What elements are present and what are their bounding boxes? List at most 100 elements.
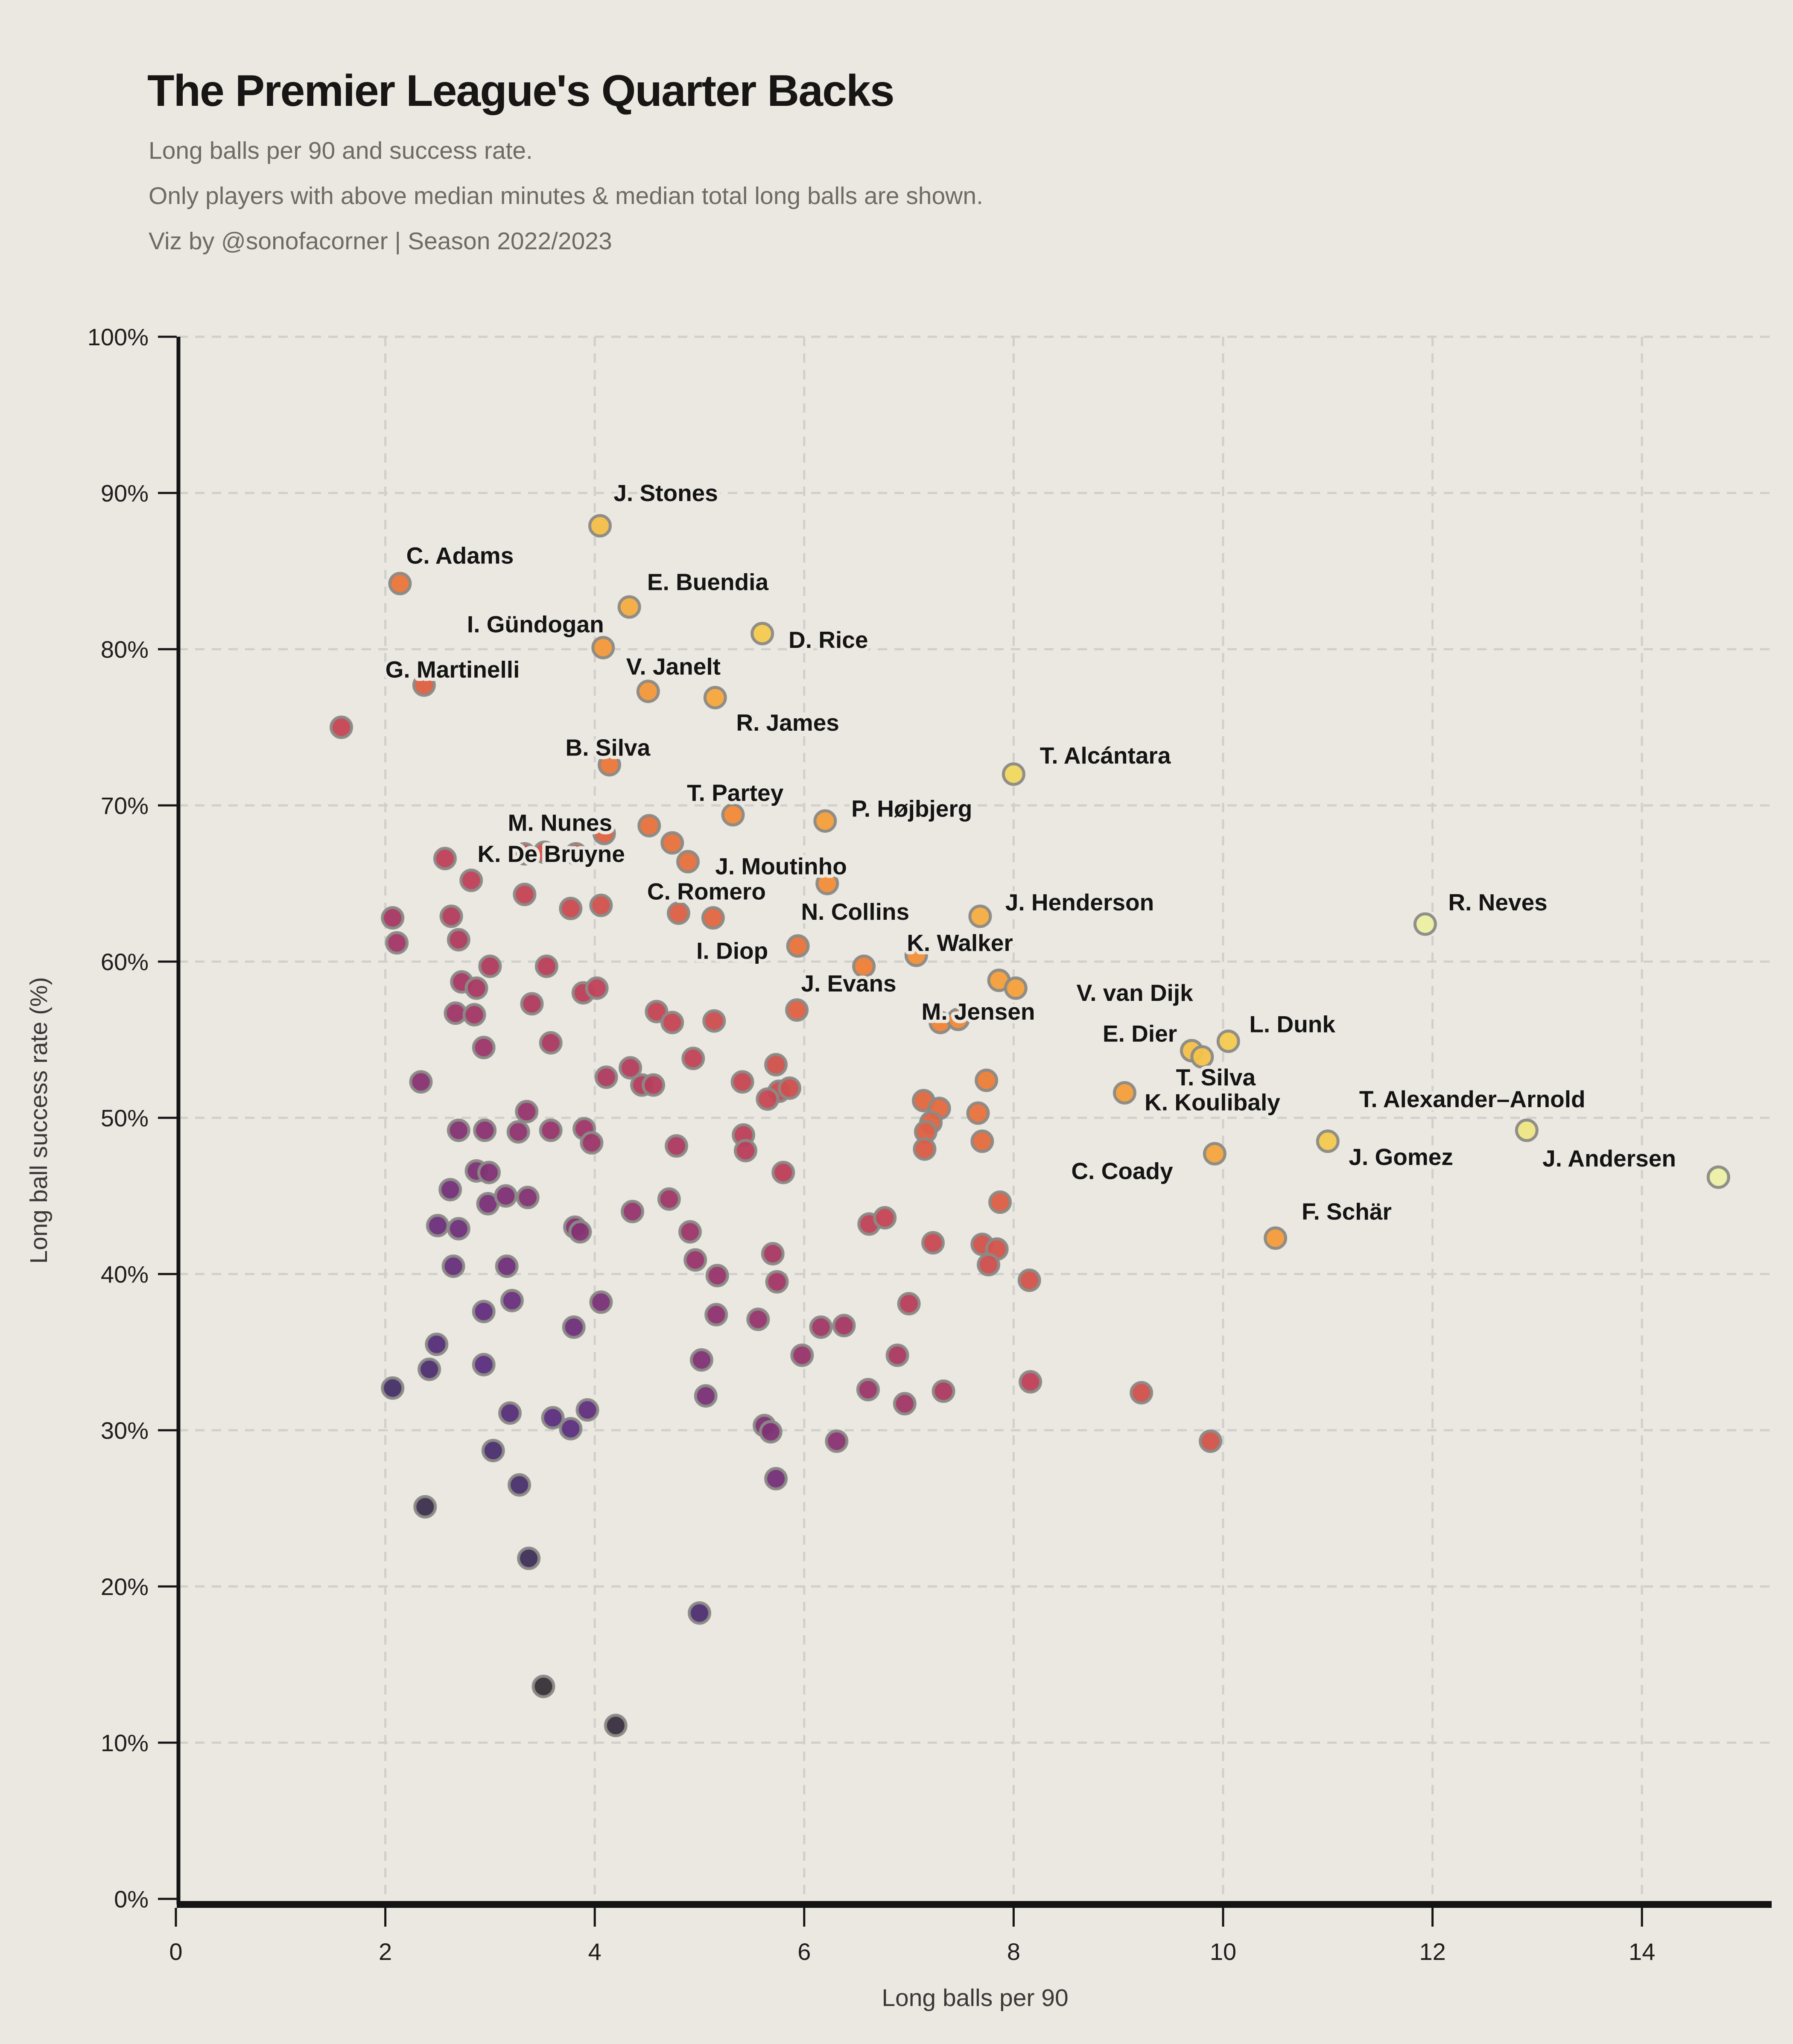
- data-point-g-martinelli: [412, 673, 436, 697]
- data-point: [498, 1401, 522, 1425]
- data-point-k-de-bruyne: [676, 850, 700, 874]
- data-point: [771, 1161, 795, 1184]
- data-point: [438, 1178, 462, 1201]
- player-label-f-sch-r: F. Schär: [1302, 1198, 1392, 1225]
- data-point: [665, 1134, 689, 1158]
- data-point-t-partey: [721, 803, 745, 827]
- data-point: [520, 992, 544, 1016]
- player-label-e-dier: E. Dier: [1103, 1020, 1177, 1047]
- data-point: [575, 1398, 599, 1422]
- y-tick-label: 10%: [101, 1729, 149, 1756]
- data-point: [746, 1307, 770, 1331]
- data-point: [592, 822, 616, 846]
- x-axis-title: Long balls per 90: [882, 1984, 1068, 2012]
- x-tick-label: 10: [1210, 1938, 1236, 1965]
- x-tick-label: 4: [588, 1938, 602, 1965]
- data-point: [585, 976, 609, 1000]
- data-point-i-diop: [786, 934, 810, 958]
- subtitle-line-1: Long balls per 90 and success rate.: [149, 137, 533, 164]
- data-point-l-dunk: [1216, 1029, 1240, 1053]
- data-point-j-henderson: [968, 904, 992, 928]
- gridlines: [178, 335, 1772, 1904]
- data-point: [495, 1254, 519, 1278]
- data-point: [977, 1253, 1001, 1277]
- data-point: [516, 1186, 540, 1210]
- data-point: [705, 1264, 729, 1288]
- data-point: [621, 1200, 645, 1224]
- data-point: [478, 954, 502, 978]
- data-point: [472, 1035, 496, 1059]
- y-axis-title: Long ball success rate (%): [25, 977, 53, 1264]
- player-label-t-partey: T. Partey: [687, 780, 784, 806]
- data-point: [494, 1184, 518, 1208]
- data-point: [970, 1129, 994, 1153]
- page-title: The Premier League's Quarter Backs: [147, 66, 894, 116]
- data-point: [539, 1031, 563, 1055]
- axes: 0 2 4 6 8 10 12 14 0% 10% 20% 30% 40% 50% 60% 70% 80% 90%…: [88, 324, 1772, 1965]
- data-point: [681, 1047, 705, 1070]
- data-point: [580, 1131, 604, 1155]
- data-point: [832, 1314, 856, 1338]
- y-tick-label: 70%: [101, 792, 149, 819]
- y-tick-label: 100%: [88, 324, 149, 350]
- data-point: [433, 846, 457, 870]
- data-point: [966, 1101, 990, 1125]
- player-label-v-janelt: V. Janelt: [626, 653, 721, 679]
- data-point: [447, 1217, 470, 1241]
- player-label-k-walker: K. Walker: [907, 930, 1013, 956]
- data-point: [790, 1343, 814, 1367]
- player-label-m-jensen: M. Jensen: [922, 998, 1035, 1025]
- player-label-i-diop: I. Diop: [696, 937, 768, 964]
- data-point: [733, 1139, 757, 1163]
- data-point: [439, 904, 463, 928]
- y-tick-label: 90%: [101, 480, 149, 507]
- data-point-b-silva: [598, 753, 622, 777]
- x-tick-label: 8: [1007, 1938, 1020, 1965]
- data-point: [689, 1348, 713, 1372]
- data-point: [825, 1429, 849, 1453]
- data-point: [975, 1068, 999, 1092]
- data-point: [381, 1376, 405, 1400]
- player-label-t-alexander-arnold: T. Alexander–Arnold: [1359, 1086, 1586, 1112]
- data-point: [885, 1343, 909, 1367]
- data-point: [589, 893, 613, 917]
- player-label-j-evans: J. Evans: [801, 970, 896, 997]
- data-point-t-silva: [1190, 1045, 1214, 1069]
- data-point: [447, 928, 470, 952]
- data-point-v-van-dijk: [1004, 976, 1028, 1000]
- data-point: [657, 1187, 681, 1211]
- data-point: [660, 831, 684, 855]
- data-point: [604, 1714, 628, 1738]
- x-tick-label: 0: [169, 1938, 182, 1965]
- data-point: [409, 1070, 433, 1094]
- subtitle-line-2: Only players with above median minutes &…: [149, 182, 983, 210]
- data-point-j-evans: [852, 954, 876, 978]
- data-point-m-nunes: [637, 814, 661, 838]
- y-tick-label: 50%: [101, 1105, 149, 1131]
- player-label-j-henderson: J. Henderson: [1005, 889, 1154, 916]
- player-label-c-adams: C. Adams: [406, 542, 514, 569]
- data-point: [809, 1315, 833, 1339]
- data-point: [856, 1378, 880, 1402]
- data-point: [678, 1220, 702, 1244]
- data-point: [683, 1248, 707, 1272]
- player-label-j-andersen: J. Andersen: [1542, 1145, 1676, 1172]
- data-point: [459, 869, 483, 892]
- data-point-p-h-jbjerg: [813, 809, 837, 833]
- data-point-t-alexander-arnold: [1515, 1118, 1539, 1142]
- data-point-m-jensen: [946, 1007, 970, 1031]
- y-tick-label: 20%: [101, 1573, 149, 1600]
- data-point: [515, 1099, 539, 1123]
- player-label-m-nunes: M. Nunes: [508, 809, 612, 836]
- data-point: [764, 1467, 788, 1490]
- data-point: [330, 715, 353, 739]
- data-point: [517, 1546, 541, 1570]
- data-point: [385, 931, 409, 955]
- data-point: [645, 1000, 669, 1023]
- x-tick-label: 12: [1419, 1938, 1445, 1965]
- data-point: [568, 1220, 592, 1244]
- data-point: [913, 1137, 937, 1161]
- data-point: [506, 1120, 530, 1144]
- data-point: [873, 1206, 897, 1230]
